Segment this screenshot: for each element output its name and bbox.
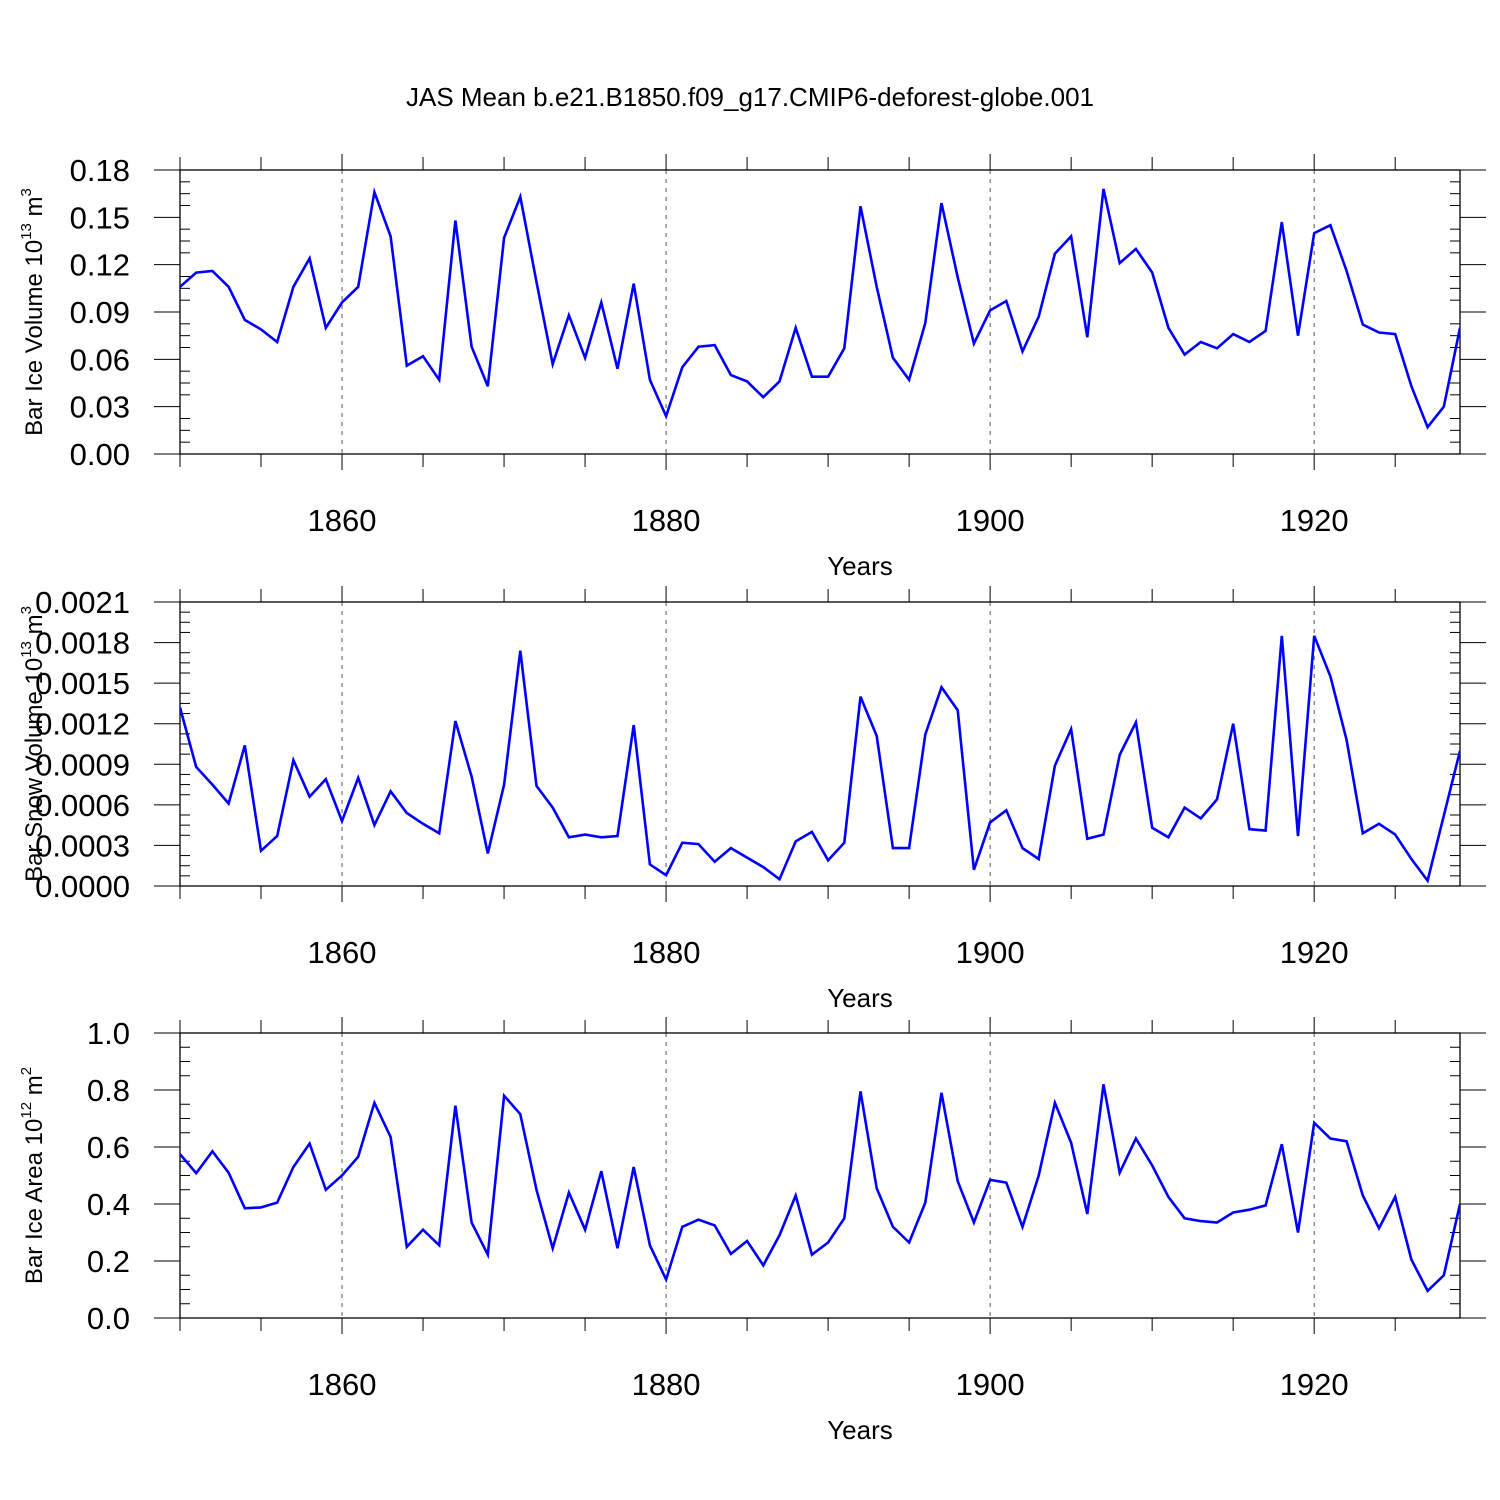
x-axis-label: Years (827, 983, 893, 1013)
plot-frame (179, 1032, 1461, 1319)
x-tick-label: 1900 (956, 503, 1025, 538)
x-tick-label: 1880 (632, 1367, 701, 1402)
y-tick-label: 0.0006 (35, 788, 130, 823)
y-tick-label: 0.0 (87, 1301, 130, 1336)
y-axis-label-exponent: 13 (18, 223, 35, 240)
x-tick-label: 1900 (956, 935, 1025, 970)
y-axis-label-unit-exponent: 2 (18, 1067, 35, 1075)
y-tick-label: 0.09 (70, 295, 130, 330)
chart-panel-1: 1860 1880 1900 1920 0.00 0.03 0.06 0.09 0.12 0.15… (18, 153, 1486, 581)
y-tick-label: 0.0021 (35, 585, 130, 620)
x-tick-label: 1920 (1280, 503, 1349, 538)
y-axis-label: Bar Snow Volume 1013 m3 (18, 606, 48, 882)
y-axis-label-main: Bar Ice Volume 10 (21, 240, 48, 436)
chart-panel-2: 1860 1880 1900 1920 0.0000 0.0003 0.0006 0.0009… (18, 585, 1486, 1013)
plot-frame (179, 601, 1461, 887)
y-tick-label: 0.0003 (35, 828, 130, 863)
y-tick-label: 0.15 (70, 200, 130, 235)
y-tick-label: 0.18 (70, 153, 130, 188)
chart-panel-3: 1860 1880 1900 1920 0.0 0.2 0.4 0.6 0.8 1.0 Years B… (18, 1016, 1486, 1445)
y-tick-label: 0.12 (70, 248, 130, 283)
x-tick-label: 1880 (632, 935, 701, 970)
y-tick-label: 0.0015 (35, 666, 130, 701)
y-tick-label: 0.06 (70, 342, 130, 377)
y-tick-label: 0.0018 (35, 626, 130, 661)
y-axis-label: Bar Ice Area 1012 m2 (18, 1067, 48, 1284)
y-axis-label-main: Bar Snow Volume 10 (21, 658, 48, 882)
y-axis-label-unit: m (21, 614, 48, 641)
series-line-1-1 (180, 187, 1460, 430)
y-tick-label: 0.8 (87, 1073, 130, 1108)
y-axis-label-exponent: 13 (18, 641, 35, 658)
y-tick-label: 0.00 (70, 437, 130, 472)
y-axis-label-unit: m (21, 196, 48, 223)
chart-title: JAS Mean b.e21.B1850.f09_g17.CMIP6-defor… (406, 82, 1094, 112)
x-tick-label: 1860 (308, 1367, 377, 1402)
series-line-3-1 (180, 1084, 1460, 1294)
y-tick-label: 0.4 (87, 1187, 130, 1222)
y-tick-label: 0.03 (70, 390, 130, 425)
y-axis-label-unit: m (21, 1075, 48, 1102)
x-tick-label: 1920 (1280, 1367, 1349, 1402)
y-tick-label: 1.0 (87, 1016, 130, 1051)
series-line-2-1 (180, 635, 1460, 884)
x-tick-label: 1860 (308, 503, 377, 538)
x-tick-label: 1860 (308, 935, 377, 970)
y-axis-label-unit-exponent: 3 (18, 188, 35, 196)
y-tick-label: 0.6 (87, 1130, 130, 1165)
y-tick-label: 0.2 (87, 1244, 130, 1279)
y-axis-label-unit-exponent: 3 (18, 606, 35, 614)
y-tick-label: 0.0012 (35, 707, 130, 742)
x-axis-label: Years (827, 551, 893, 581)
x-tick-label: 1880 (632, 503, 701, 538)
y-axis-label-main: Bar Ice Area 10 (21, 1119, 48, 1284)
y-tick-label: 0.0009 (35, 747, 130, 782)
x-tick-label: 1920 (1280, 935, 1349, 970)
x-axis-label: Years (827, 1415, 893, 1445)
y-axis-label: Bar Ice Volume 1013 m3 (18, 188, 48, 436)
x-tick-label: 1900 (956, 1367, 1025, 1402)
y-axis-label-exponent: 12 (18, 1102, 35, 1119)
y-tick-label: 0.0000 (35, 869, 130, 904)
